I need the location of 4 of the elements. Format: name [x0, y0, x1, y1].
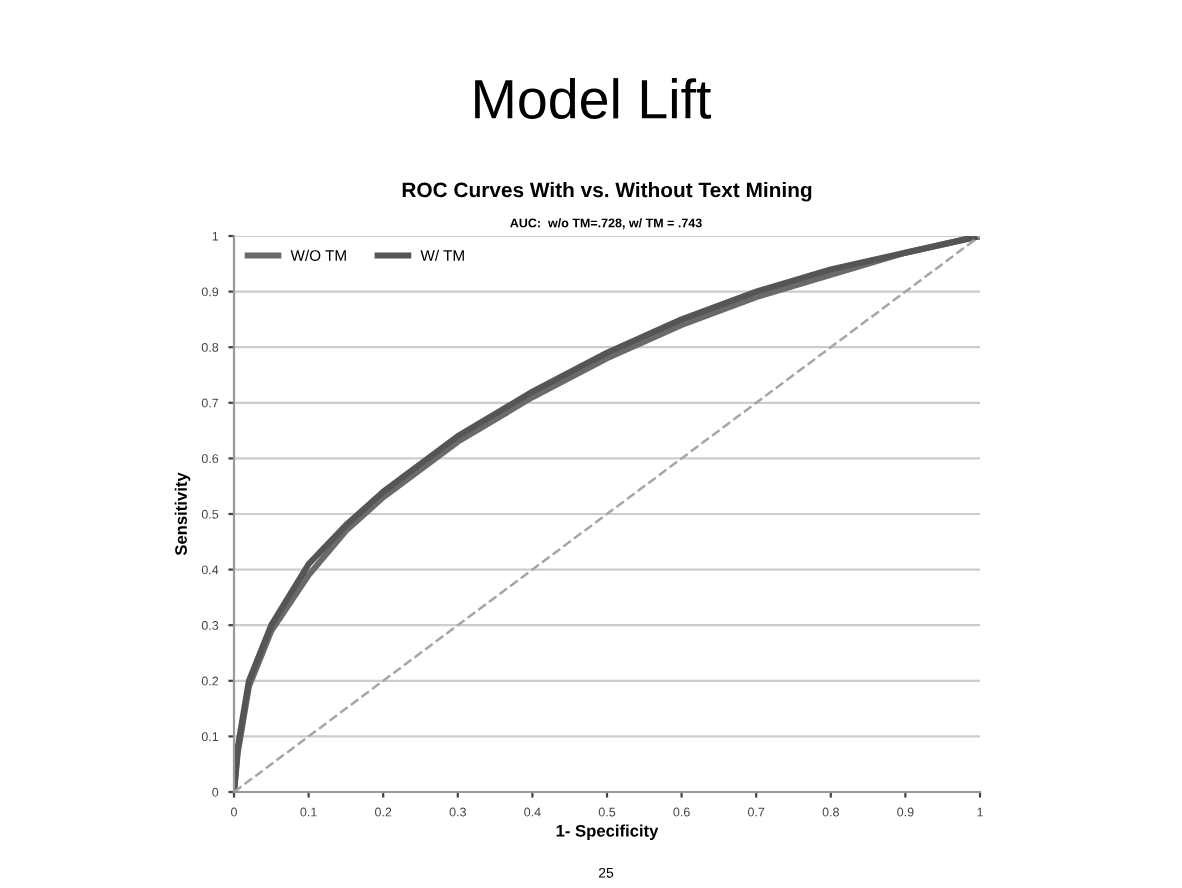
y-axis-title: Sensitivity [174, 472, 191, 556]
chart-title: Model Lift [475, 78, 712, 119]
x-axis-title: 1- Specificity [556, 824, 659, 841]
chart-subtitle: ROC Curves With vs. Without Text Mining [402, 182, 812, 202]
